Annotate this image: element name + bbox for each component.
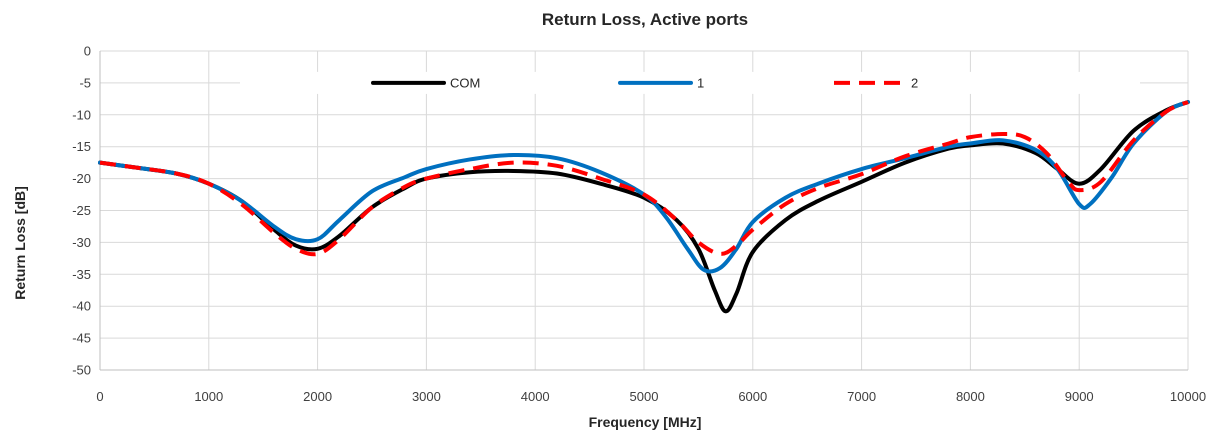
chart-title: Return Loss, Active ports: [542, 10, 748, 29]
series-line-com: [98, 100, 1190, 314]
legend-label-1: 1: [697, 75, 704, 90]
x-axis-title: Frequency [MHz]: [589, 414, 702, 430]
axis-layer: 0 -5 -10 -15 -20 -25 -30 -35 -40 -45 -50 0 1000 2000 3…: [72, 44, 1206, 405]
y-tick-label: -35: [72, 267, 91, 282]
y-tick-label: -50: [72, 363, 91, 378]
y-tick-label: -20: [72, 171, 91, 186]
y-tick-label: 0: [84, 44, 91, 59]
legend-label-com: COM: [450, 75, 480, 90]
y-tick-label: -15: [72, 139, 91, 154]
legend: COM 1 2: [240, 71, 1140, 94]
x-tick-label: 8000: [956, 389, 985, 404]
y-tick-label: -10: [72, 107, 91, 122]
x-tick-label: 4000: [521, 389, 550, 404]
x-tick-label: 3000: [412, 389, 441, 404]
legend-label-2: 2: [911, 75, 918, 90]
x-tick-label: 10000: [1170, 389, 1206, 404]
y-axis-title: Return Loss [dB]: [12, 186, 28, 300]
grid-layer: [100, 50, 1189, 370]
x-tick-label: 9000: [1065, 389, 1094, 404]
x-tick-label: 7000: [847, 389, 876, 404]
series-line-2: [99, 100, 1189, 257]
x-tick-label: 6000: [738, 389, 767, 404]
series-layer: [98, 100, 1190, 314]
x-tick-label: 2000: [303, 389, 332, 404]
y-tick-label: -25: [72, 203, 91, 218]
x-tick-label: 0: [96, 389, 103, 404]
y-tick-label: -30: [72, 235, 91, 250]
x-tick-label: 1000: [194, 389, 223, 404]
y-tick-label: -45: [72, 331, 91, 346]
y-tick-label: -40: [72, 299, 91, 314]
y-tick-label: -5: [79, 75, 91, 90]
x-tick-label: 5000: [630, 389, 659, 404]
